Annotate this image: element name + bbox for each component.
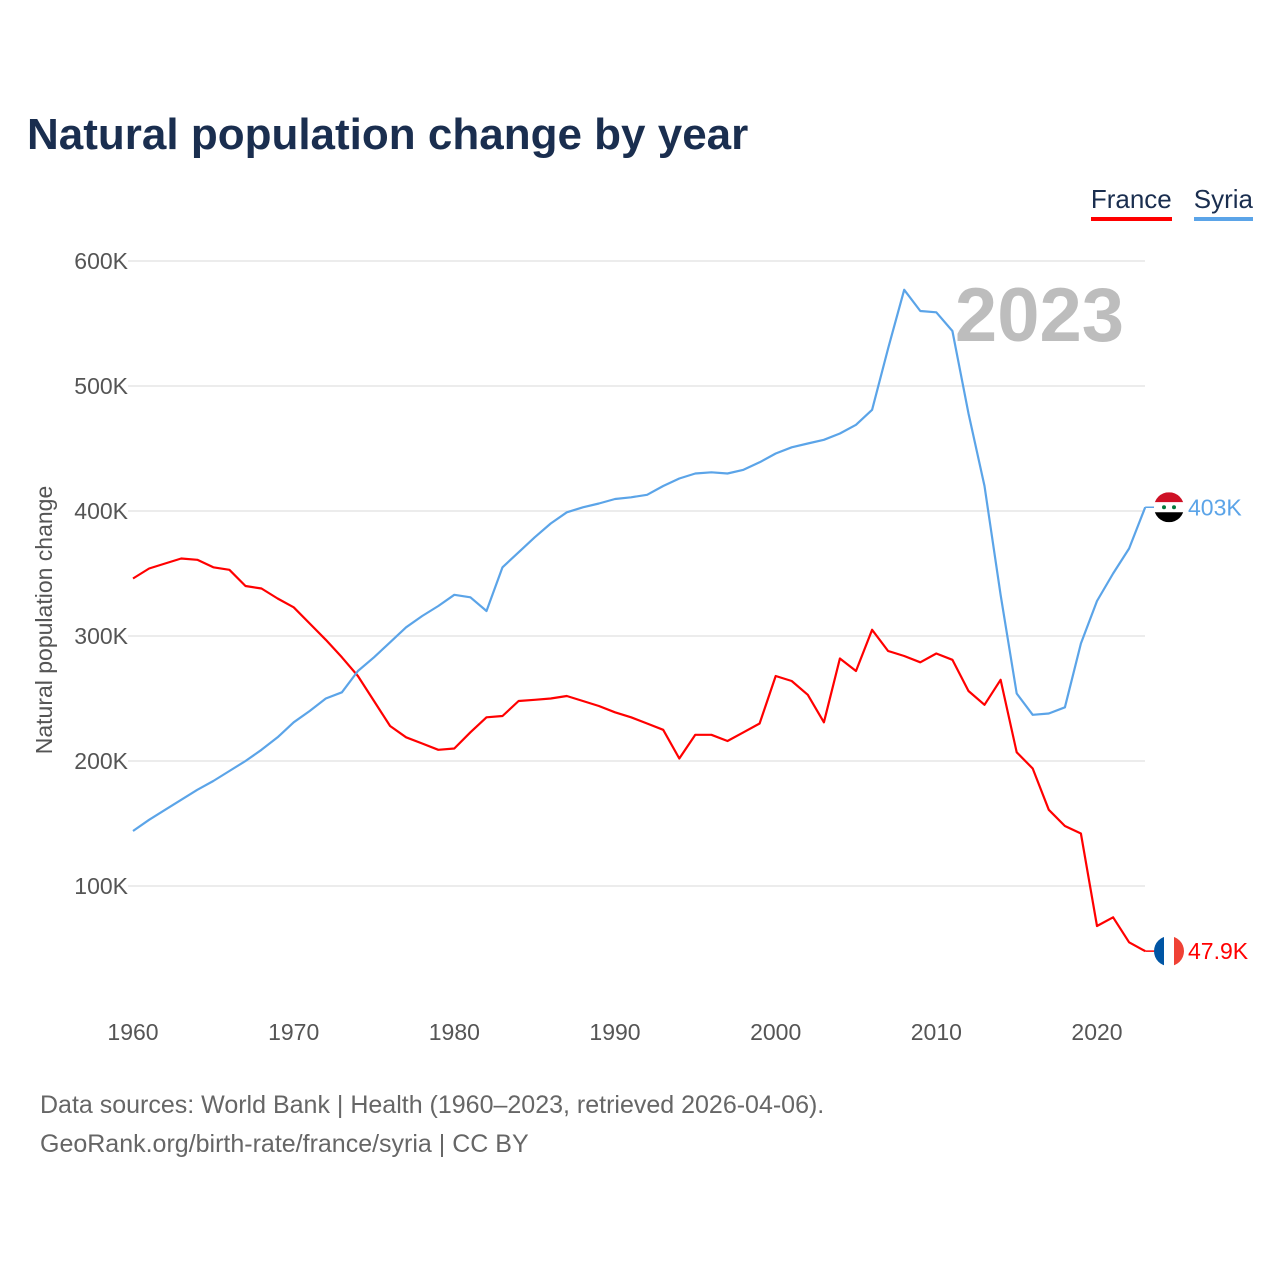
y-tick-label: 400K bbox=[74, 498, 128, 524]
y-tick-label: 100K bbox=[74, 873, 128, 899]
x-tick-label: 1960 bbox=[107, 1019, 158, 1045]
footer: Data sources: World Bank | Health (1960–… bbox=[40, 1086, 824, 1164]
legend: France Syria bbox=[1090, 184, 1253, 221]
data-source: Data sources: World Bank | Health (1960–… bbox=[40, 1091, 825, 1119]
y-tick-label: 300K bbox=[74, 623, 128, 649]
france-flag-icon bbox=[1154, 936, 1184, 967]
x-tick-label: 1980 bbox=[429, 1019, 480, 1045]
end-value-label: 47.9K bbox=[1188, 938, 1249, 964]
legend-syria[interactable]: Syria bbox=[1193, 184, 1253, 221]
chart-title: Natural population change by year bbox=[27, 110, 749, 159]
series-line-france[interactable] bbox=[132, 557, 1146, 953]
x-tick-label: 1970 bbox=[268, 1019, 319, 1045]
x-tick-label: 2020 bbox=[1071, 1019, 1122, 1045]
x-tick-label: 2000 bbox=[750, 1019, 801, 1045]
year-watermark: 2023 bbox=[955, 273, 1124, 358]
y-axis-label: Natural population change bbox=[31, 486, 57, 755]
x-tick-label: 2010 bbox=[911, 1019, 962, 1045]
x-tick-label: 1990 bbox=[589, 1019, 640, 1045]
y-tick-label: 600K bbox=[74, 248, 128, 274]
source-link[interactable]: GeoRank.org/birth-rate/france/syria | CC… bbox=[40, 1130, 529, 1158]
legend-france[interactable]: France bbox=[1090, 184, 1172, 221]
y-tick-label: 500K bbox=[74, 373, 128, 399]
series-line-syria[interactable] bbox=[132, 288, 1147, 832]
end-value-label: 403K bbox=[1188, 494, 1242, 520]
syria-flag-icon bbox=[1154, 492, 1184, 523]
y-tick-label: 200K bbox=[74, 748, 128, 774]
